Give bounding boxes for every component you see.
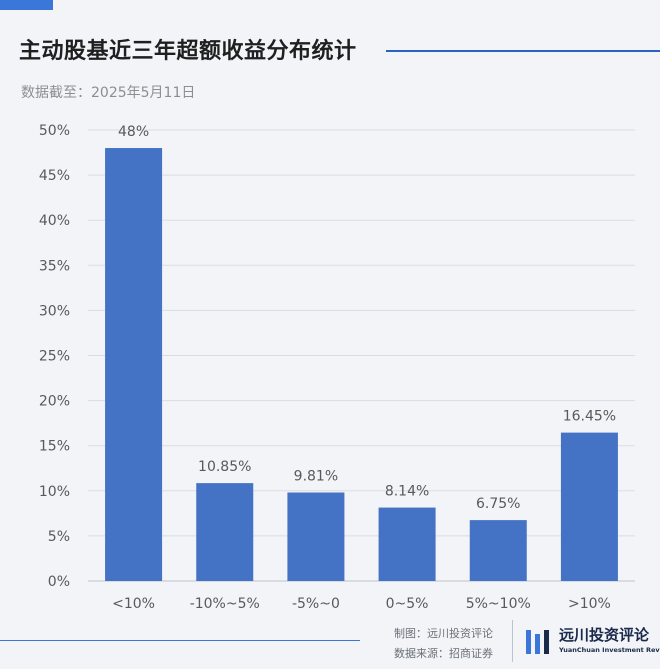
bar — [196, 483, 254, 581]
bars — [105, 148, 618, 582]
y-tick-label: 5% — [48, 529, 70, 545]
data-label: 10.85% — [198, 459, 251, 475]
bars-logo-icon — [526, 630, 549, 654]
y-tick-label: 30% — [39, 303, 70, 319]
y-tick-label: 45% — [39, 168, 70, 184]
bar — [287, 492, 345, 581]
y-axis-ticks: 0% 5% 10% 15% 20% 25% 30% 35% 40% 45% 50% — [39, 123, 70, 590]
x-tick-label: <10% — [112, 596, 155, 612]
x-axis-ticks: <10% -10%~5% -5%~0 0~5% 5%~10% >10% — [112, 596, 611, 612]
y-tick-label: 25% — [39, 349, 70, 365]
chart-title: 主动股基近三年超额收益分布统计 — [19, 39, 357, 64]
y-tick-label: 0% — [48, 574, 70, 590]
data-label: 48% — [118, 124, 149, 140]
x-tick-label: -10%~5% — [190, 596, 260, 612]
y-tick-label: 15% — [39, 439, 70, 455]
data-label: 6.75% — [476, 496, 520, 512]
y-tick-label: 35% — [39, 258, 70, 274]
bar — [378, 507, 436, 581]
bar — [105, 148, 163, 582]
chart-subtitle: 数据截至：2025年5月11日 — [21, 85, 196, 101]
x-tick-label: >10% — [568, 596, 611, 612]
x-tick-label: 0~5% — [386, 596, 429, 612]
bar — [560, 432, 618, 581]
y-tick-label: 50% — [39, 123, 70, 139]
y-tick-label: 10% — [39, 484, 70, 500]
logo-name: 远川投资评论 — [559, 626, 650, 644]
data-labels: 48% 10.85% 9.81% 8.14% 6.75% 16.45% — [118, 124, 616, 512]
gridlines — [88, 129, 635, 582]
footer-line — [0, 640, 360, 641]
bar — [469, 520, 527, 581]
data-label: 16.45% — [563, 409, 616, 425]
credits: 制图：远川投资评论 数据来源：招商证券 — [394, 624, 493, 664]
title-underline — [386, 50, 660, 52]
x-tick-label: -5%~0 — [292, 596, 340, 612]
data-label: 9.81% — [294, 469, 338, 485]
top-accent-tab — [0, 0, 53, 10]
logo-subtitle: YuanChuan Investment Review — [559, 646, 660, 654]
data-label: 8.14% — [385, 484, 429, 500]
y-tick-label: 20% — [39, 394, 70, 410]
bar-chart: 0% 5% 10% 15% 20% 25% 30% 35% 40% 45% 50% 48% 10.85… — [39, 123, 635, 612]
x-tick-label: 5%~10% — [466, 596, 531, 612]
source-credit: 数据来源：招商证券 — [394, 647, 493, 660]
credit-separator — [512, 620, 513, 662]
made-by-credit: 制图：远川投资评论 — [394, 627, 493, 640]
y-tick-label: 40% — [39, 213, 70, 229]
